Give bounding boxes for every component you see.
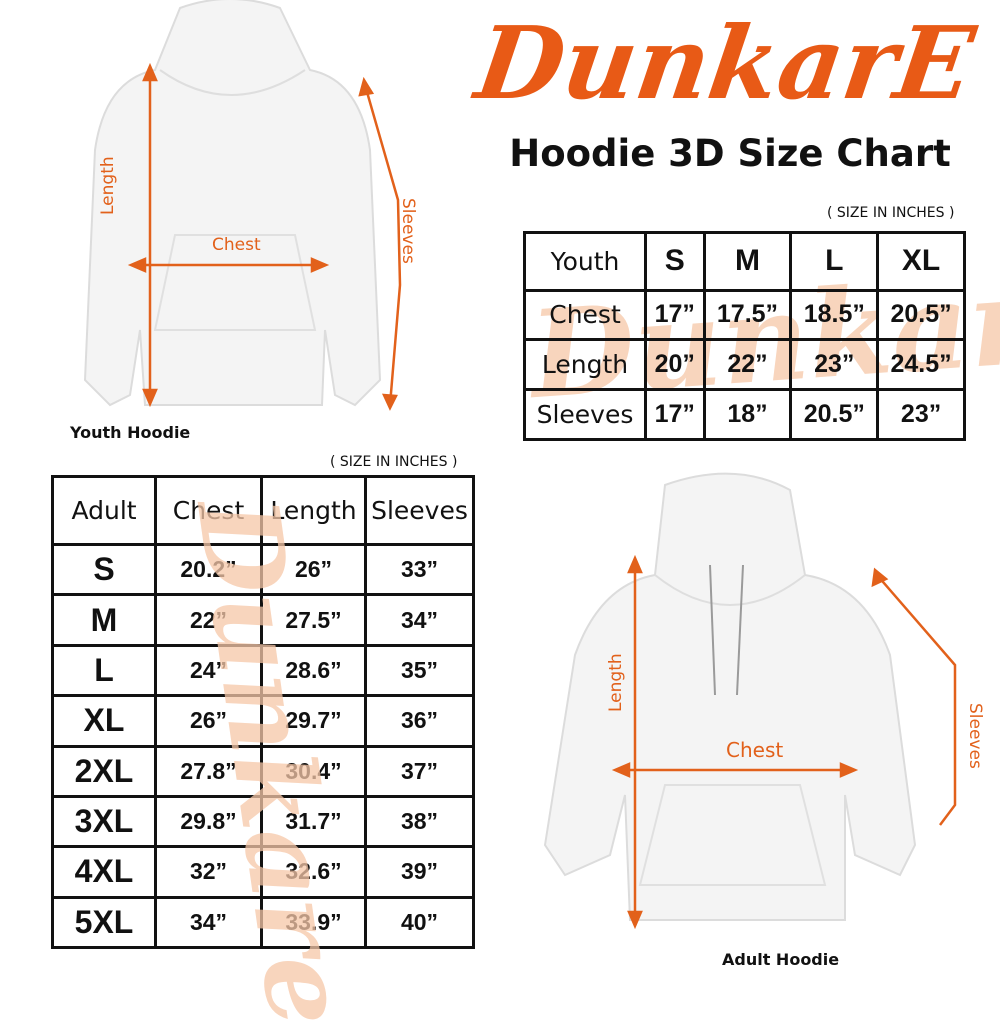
table-cell: 33.9” — [260, 895, 367, 950]
adult-hoodie-image — [543, 472, 957, 930]
page-title: Hoodie 3D Size Chart — [509, 132, 951, 175]
header-cell: L — [789, 231, 880, 292]
table-cell: 20” — [644, 338, 706, 392]
table-row: L 24” 28.6” 35” — [51, 643, 475, 698]
table-cell: 37” — [364, 744, 475, 798]
table-cell: 31.7” — [260, 794, 367, 849]
youth-length-label: Length — [98, 156, 118, 215]
table-row: Sleeves 17” 18” 20.5” 23” — [523, 388, 966, 441]
table-cell: 29.8” — [154, 794, 263, 849]
adult-chest-label: Chest — [726, 738, 784, 762]
youth-hoodie-image — [83, 0, 402, 411]
table-cell: 33” — [364, 542, 475, 597]
adult-size-table: Adult Chest Length Sleeves S 20.2” 26” 33” M… — [51, 475, 475, 950]
row-label: Length — [523, 338, 647, 392]
header-cell: S — [644, 231, 706, 292]
header-cell: Chest — [154, 475, 263, 546]
table-cell: 27.5” — [260, 593, 367, 647]
table-cell: 30.4” — [260, 744, 367, 798]
youth-sleeves-label: Sleeves — [398, 198, 418, 264]
table-row: Length 20” 22” 23” 24.5” — [523, 338, 966, 392]
header-cell: Youth — [523, 231, 647, 292]
adult-hoodie-label: Adult Hoodie — [722, 950, 840, 969]
table-cell: 39” — [364, 845, 475, 899]
table-cell: 18” — [702, 388, 793, 441]
table-cell: 40” — [364, 895, 475, 950]
table-cell: 27.8” — [154, 744, 263, 798]
table-row: 5XL 34” 33.9” 40” — [51, 895, 475, 950]
table-row: 2XL 27.8” 30.4” 37” — [51, 744, 475, 798]
youth-header-row: Youth S M L XL — [523, 231, 966, 292]
row-label: M — [51, 593, 157, 647]
table-cell: 20.5” — [876, 288, 966, 342]
row-label: 3XL — [51, 794, 157, 849]
brand-logo: DunkarE — [466, 4, 982, 121]
table-cell: 36” — [364, 694, 475, 748]
table-cell: 35” — [364, 643, 475, 698]
table-cell: 22” — [702, 338, 793, 392]
table-row: 3XL 29.8” 31.7” 38” — [51, 794, 475, 849]
header-cell: M — [702, 231, 793, 292]
adult-header-row: Adult Chest Length Sleeves — [51, 475, 475, 546]
youth-units-note: ( SIZE IN INCHES ) — [827, 205, 955, 221]
svg-text:DunkarE: DunkarE — [466, 4, 982, 121]
row-label: 2XL — [51, 744, 157, 798]
table-cell: 28.6” — [260, 643, 367, 698]
row-label: 4XL — [51, 845, 157, 899]
table-cell: 22” — [154, 593, 263, 647]
header-cell: XL — [876, 231, 966, 292]
table-cell: 32.6” — [260, 845, 367, 899]
table-cell: 23” — [876, 388, 966, 441]
youth-size-table: Youth S M L XL Chest 17” 17.5” 18.5” 20.… — [523, 231, 966, 441]
row-label: XL — [51, 694, 157, 748]
row-label: Sleeves — [523, 388, 647, 441]
table-cell: 23” — [789, 338, 880, 392]
table-cell: 34” — [154, 895, 263, 950]
table-row: M 22” 27.5” 34” — [51, 593, 475, 647]
row-label: L — [51, 643, 157, 698]
youth-chest-label: Chest — [212, 235, 261, 255]
table-cell: 17” — [644, 388, 706, 441]
table-row: Chest 17” 17.5” 18.5” 20.5” — [523, 288, 966, 342]
table-cell: 38” — [364, 794, 475, 849]
header-cell: Sleeves — [364, 475, 475, 546]
row-label: S — [51, 542, 157, 597]
header-cell: Adult — [51, 475, 157, 546]
row-label: 5XL — [51, 895, 157, 950]
adult-sleeves-label: Sleeves — [965, 703, 985, 769]
table-cell: 18.5” — [789, 288, 880, 342]
row-label: Chest — [523, 288, 647, 342]
table-cell: 24” — [154, 643, 263, 698]
table-cell: 17” — [644, 288, 706, 342]
table-cell: 26” — [260, 542, 367, 597]
table-row: S 20.2” 26” 33” — [51, 542, 475, 597]
youth-hoodie-label: Youth Hoodie — [70, 423, 191, 442]
table-cell: 24.5” — [876, 338, 966, 392]
adult-units-note: ( SIZE IN INCHES ) — [330, 454, 458, 470]
header-cell: Length — [260, 475, 367, 546]
table-row: XL 26” 29.7” 36” — [51, 694, 475, 748]
table-cell: 34” — [364, 593, 475, 647]
table-cell: 32” — [154, 845, 263, 899]
table-cell: 20.2” — [154, 542, 263, 597]
table-cell: 26” — [154, 694, 263, 748]
adult-length-label: Length — [606, 653, 626, 712]
table-cell: 17.5” — [702, 288, 793, 342]
table-cell: 29.7” — [260, 694, 367, 748]
table-row: 4XL 32” 32.6” 39” — [51, 845, 475, 899]
table-cell: 20.5” — [789, 388, 880, 441]
